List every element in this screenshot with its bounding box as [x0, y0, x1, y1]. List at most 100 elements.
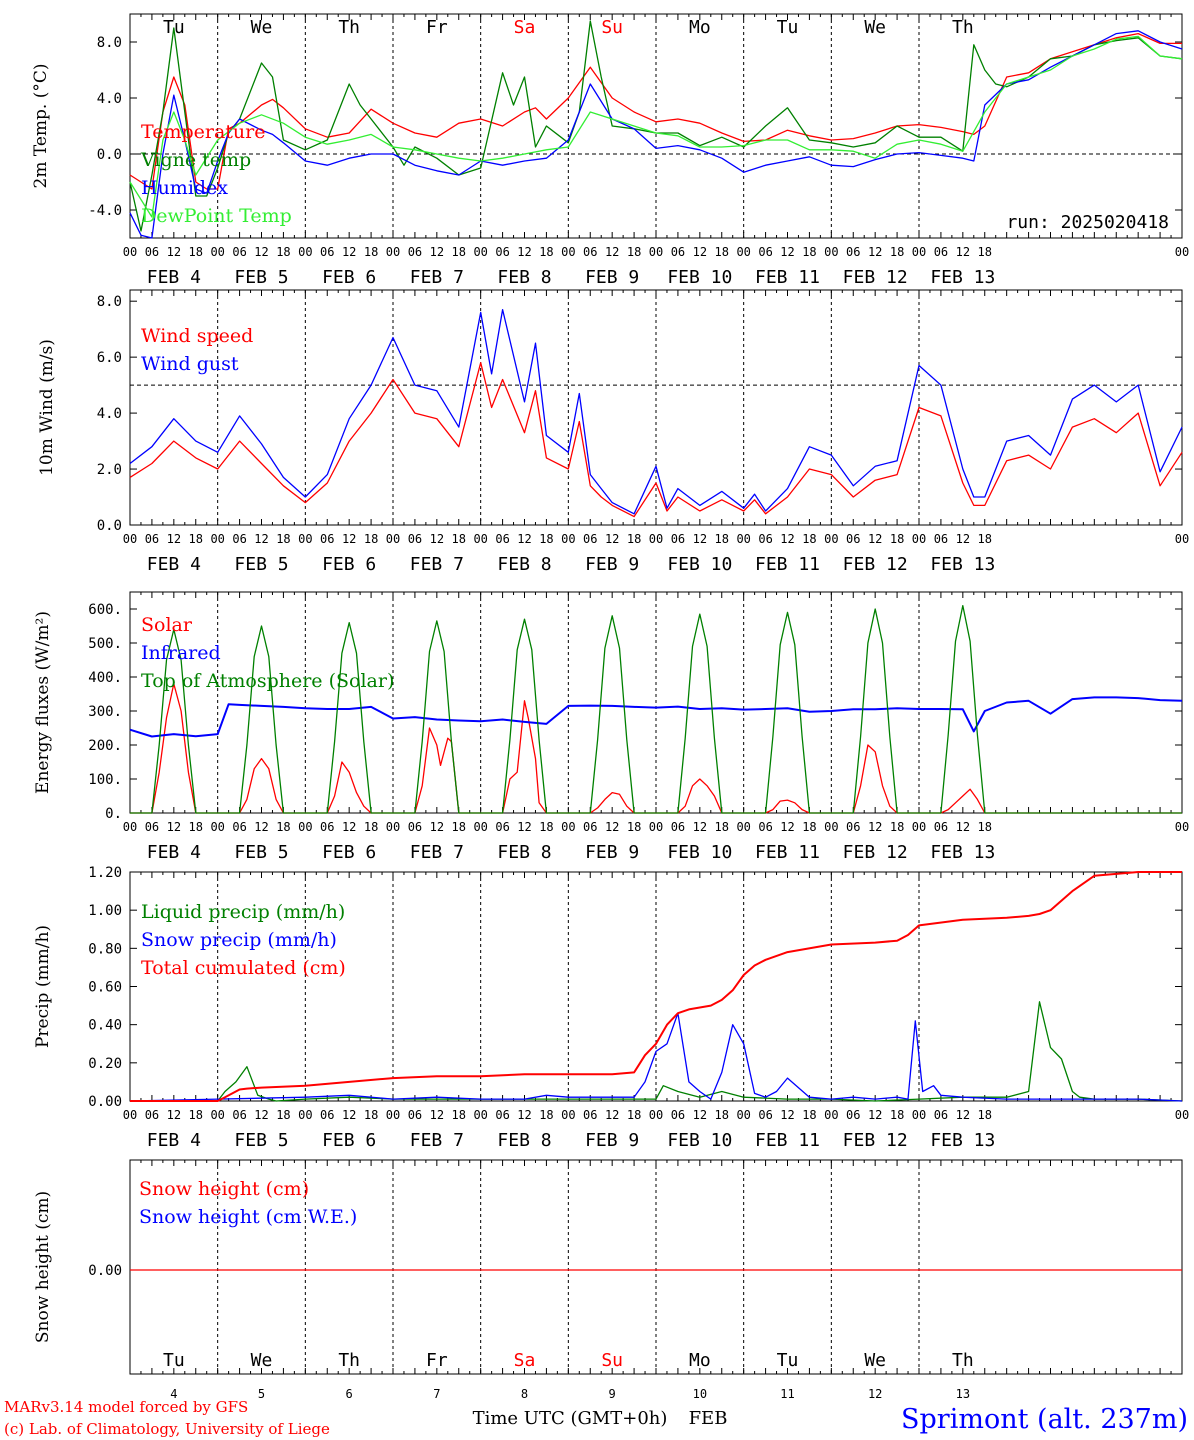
hour-label: 00	[386, 532, 400, 546]
hour-label: 06	[320, 820, 334, 834]
x-axis-month: FEB	[689, 1408, 728, 1429]
date-label: FEB 5	[234, 1130, 288, 1151]
hour-label: 18	[452, 820, 466, 834]
hour-label: 06	[232, 820, 246, 834]
y-tick-label: 8.0	[97, 35, 122, 51]
date-label: FEB 13	[930, 1130, 995, 1151]
day-number: 9	[609, 1387, 616, 1401]
y-tick-label: 0.00	[88, 1263, 122, 1279]
hour-label: 00	[123, 532, 137, 546]
lab-credit: (c) Lab. of Climatology, University of L…	[4, 1420, 330, 1438]
weekday-label: Th	[338, 17, 360, 38]
hour-label: 00	[736, 532, 750, 546]
hour-label: 06	[671, 1108, 685, 1122]
hour-label: 18	[539, 532, 553, 546]
y-tick-label: 200.	[88, 738, 122, 754]
hour-label: 18	[715, 820, 729, 834]
hour-label: 18	[715, 245, 729, 259]
date-label: FEB 8	[497, 554, 551, 575]
day-number: 13	[956, 1387, 970, 1401]
hour-label: 12	[517, 245, 531, 259]
date-label: FEB 11	[755, 554, 820, 575]
weekday-label: Tu	[777, 17, 799, 38]
series-line-wind-gust	[129, 308, 1183, 515]
hour-label: 06	[583, 1108, 597, 1122]
panel-3: 0. 100. 200. 300. 400. 500. 600. Energy fluxes …	[33, 591, 1189, 863]
hour-label: 06	[145, 245, 159, 259]
date-label: FEB 13	[930, 842, 995, 863]
hour-label: 06	[145, 1108, 159, 1122]
legend-entry: Wind gust	[141, 353, 239, 375]
hour-label: 00	[298, 1108, 312, 1122]
date-label: FEB 7	[410, 554, 464, 575]
hour-label: 06	[583, 245, 597, 259]
hour-label: 00	[210, 1108, 224, 1122]
model-credit: MARv3.14 model forced by GFS	[4, 1398, 248, 1416]
y-tick-label: 4.0	[97, 91, 122, 107]
hour-label: 06	[671, 245, 685, 259]
hour-label: 00	[298, 245, 312, 259]
hour-label: 06	[758, 820, 772, 834]
date-label: FEB 6	[322, 554, 376, 575]
y-tick-label: 6.0	[97, 350, 122, 366]
hour-label: 00	[736, 820, 750, 834]
date-label: FEB 4	[147, 842, 201, 863]
hour-label: 00	[912, 245, 926, 259]
hour-label: 18	[452, 245, 466, 259]
weekday-label: We	[251, 1350, 273, 1371]
hour-label: 06	[934, 1108, 948, 1122]
hour-label: 12	[693, 820, 707, 834]
hour-label: 00	[561, 245, 575, 259]
hour-label: 12	[605, 820, 619, 834]
hour-label: 00	[736, 1108, 750, 1122]
hour-label: 12	[430, 245, 444, 259]
hour-label: 12	[780, 245, 794, 259]
hour-label: 12	[693, 532, 707, 546]
date-label: FEB 7	[410, 842, 464, 863]
hour-label: 00	[210, 820, 224, 834]
date-label: FEB 12	[843, 267, 908, 288]
hour-label: 12	[167, 820, 181, 834]
weekday-label: Sa	[514, 17, 536, 38]
y-axis-label: Energy fluxes (W/m²)	[33, 611, 53, 794]
date-label: FEB 5	[234, 554, 288, 575]
date-label: FEB 6	[322, 842, 376, 863]
y-tick-label: 0.40	[88, 1018, 122, 1034]
date-label: FEB 4	[147, 267, 201, 288]
y-tick-label: 0.0	[97, 147, 122, 163]
hour-label: 00	[649, 820, 663, 834]
hour-label: 18	[364, 820, 378, 834]
x-axis-title: Time UTC (GMT+0h)	[473, 1408, 668, 1429]
hour-label: 12	[167, 1108, 181, 1122]
hour-label: 12	[956, 532, 970, 546]
hour-label: 00	[1175, 532, 1189, 546]
hour-label: 06	[671, 532, 685, 546]
y-tick-label: 0.80	[88, 941, 122, 957]
legend-entry: Solar	[141, 614, 193, 636]
hour-label: 18	[978, 820, 992, 834]
hour-label: 06	[758, 1108, 772, 1122]
hour-label: 18	[802, 820, 816, 834]
hour-label: 18	[189, 245, 203, 259]
legend: Snow height (cm) Snow height (cm W.E.)	[139, 1178, 357, 1228]
hour-label: 00	[123, 820, 137, 834]
hour-label: 12	[605, 245, 619, 259]
hour-label: 06	[408, 1108, 422, 1122]
hour-label: 06	[583, 820, 597, 834]
hour-label: 00	[298, 820, 312, 834]
date-label: FEB 10	[667, 842, 732, 863]
series-line-snow-precip-mm-h-	[129, 1012, 1183, 1102]
day-number: 4	[170, 1387, 177, 1401]
date-label: FEB 11	[755, 842, 820, 863]
hour-label: 12	[517, 820, 531, 834]
series-line-total-cumulated-cm-	[130, 871, 1182, 1102]
day-number: 10	[693, 1387, 707, 1401]
panel-1: -4.0 0.0 4.0 8.0 2m Temp. (°C) Temperature Vig…	[31, 13, 1189, 288]
weekday-label: We	[251, 17, 273, 38]
hour-label: 00	[1175, 245, 1189, 259]
hour-label: 12	[780, 532, 794, 546]
hour-label: 18	[715, 532, 729, 546]
location-title: Sprimont (alt. 237m)	[901, 1404, 1188, 1435]
hour-label: 00	[123, 245, 137, 259]
hour-label: 00	[824, 532, 838, 546]
